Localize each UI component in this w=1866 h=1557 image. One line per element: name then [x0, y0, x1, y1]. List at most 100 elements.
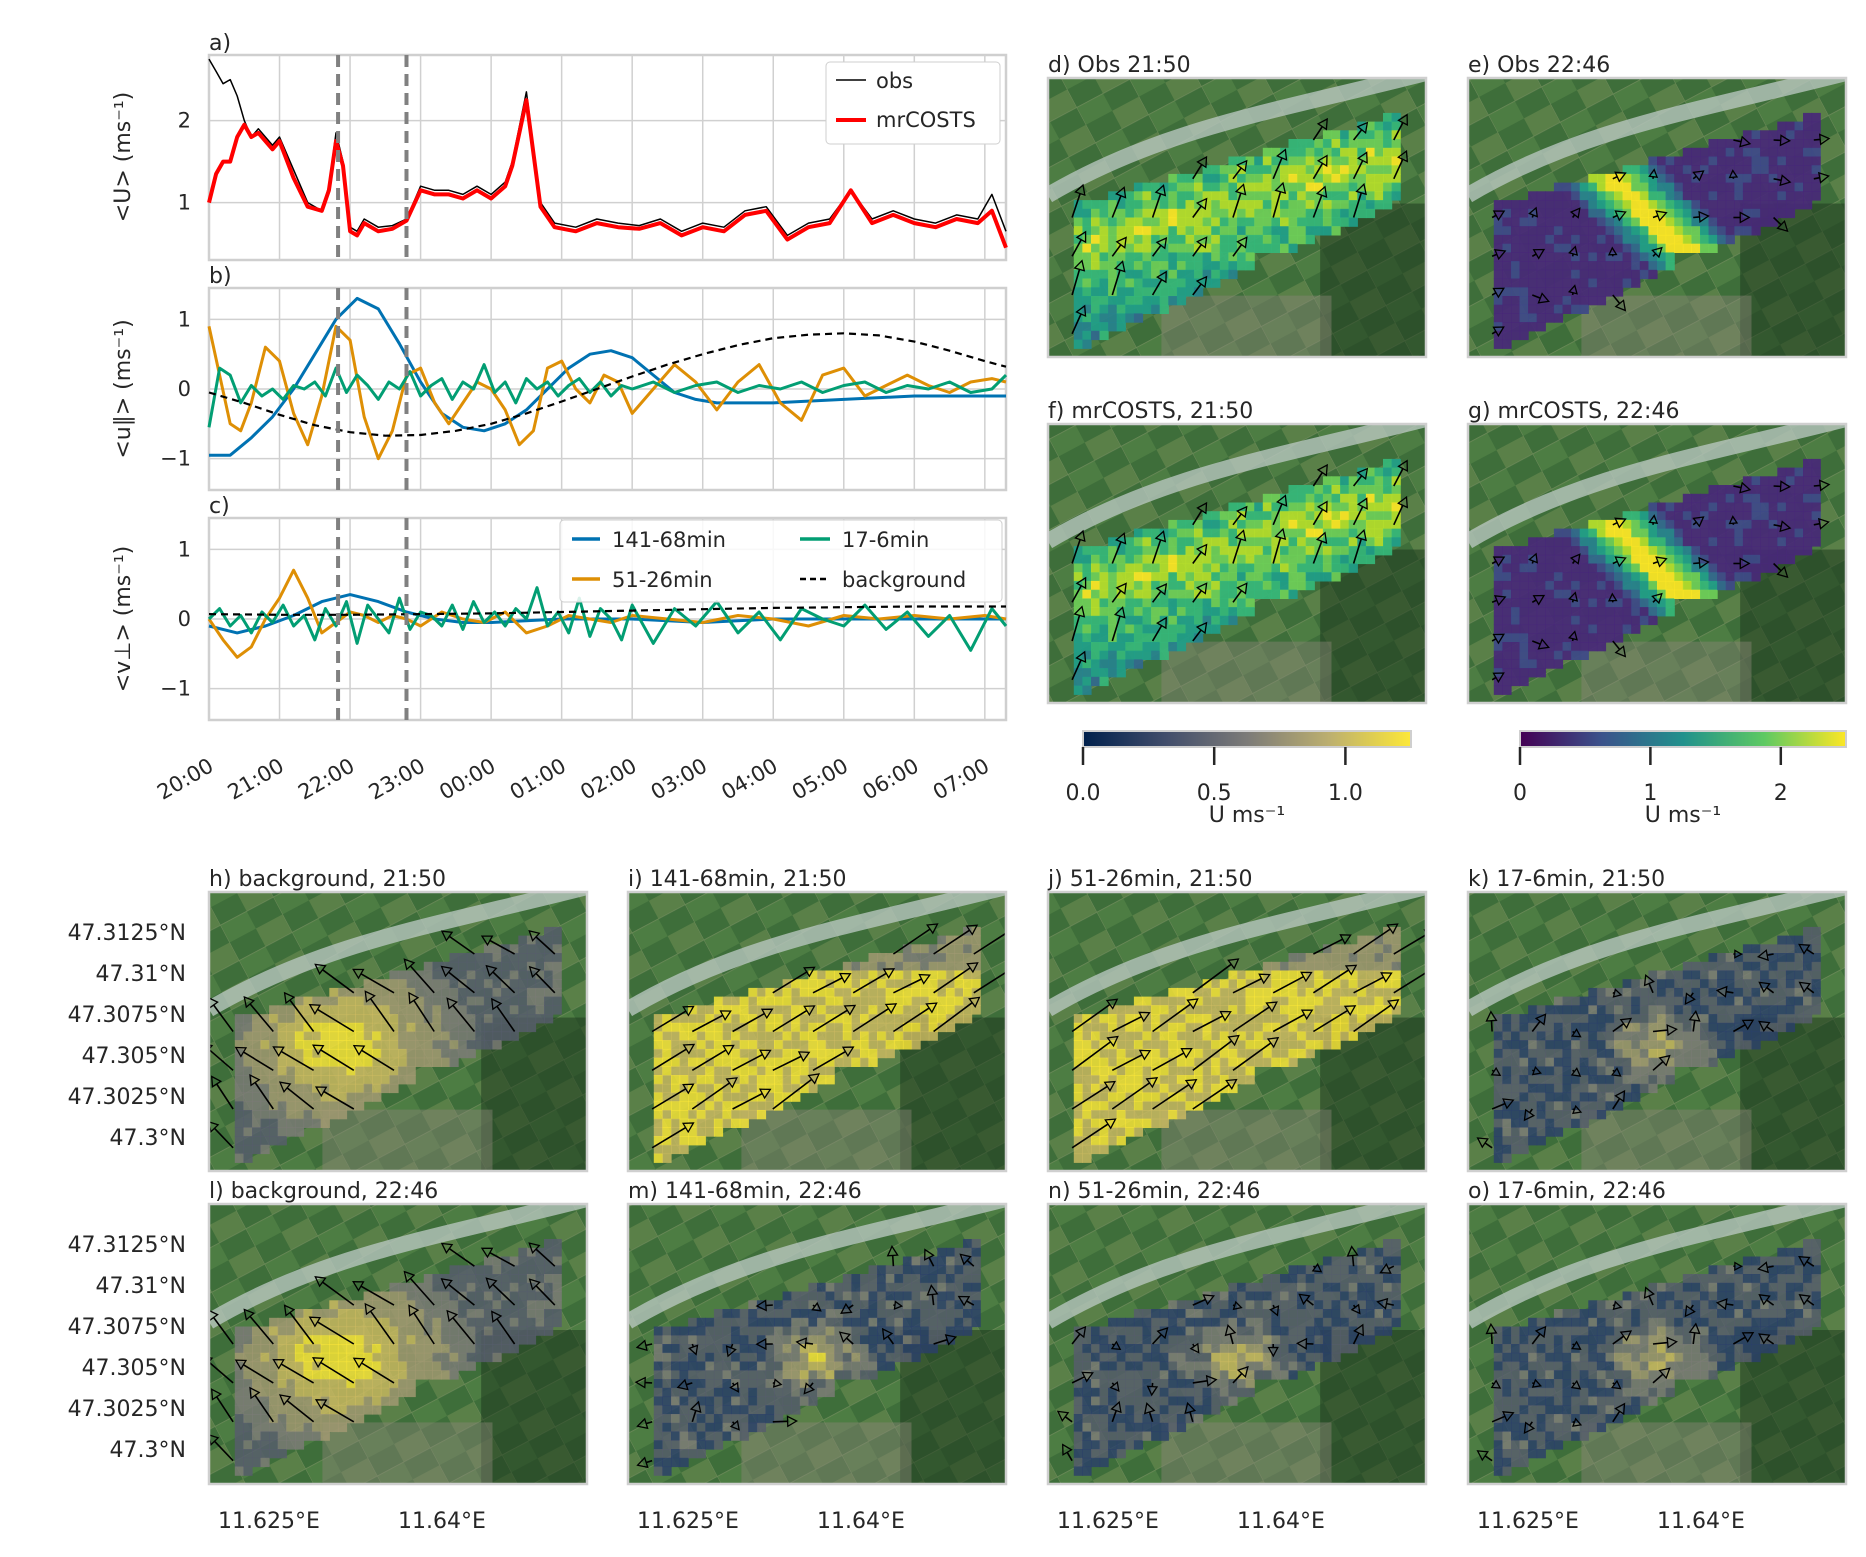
field-cell [799, 987, 809, 998]
field-cell [372, 987, 382, 998]
field-cell [1665, 217, 1675, 227]
field-cell [1493, 633, 1503, 643]
field-cell [808, 1022, 818, 1033]
field-cell [1151, 624, 1161, 634]
field-cell [346, 1344, 356, 1354]
field-cell [1674, 979, 1684, 989]
field-cell [1545, 1075, 1555, 1085]
field-cell [834, 1057, 844, 1067]
field-cell [860, 1005, 870, 1015]
field-cell [1073, 278, 1083, 288]
wind-vectors [1491, 133, 1831, 338]
field-cell [260, 1083, 270, 1094]
field-cell [1614, 261, 1624, 271]
series-51-26min [207, 324, 1007, 461]
field-cell [1194, 537, 1204, 547]
field-cell [1185, 572, 1195, 582]
field-cell [380, 1387, 390, 1398]
field-cell [1322, 554, 1333, 565]
field-cell [329, 1005, 339, 1015]
field-cell [1133, 287, 1144, 297]
wind-arrow-head [1276, 148, 1288, 161]
field-cell [1691, 1022, 1701, 1033]
field-cell [1631, 987, 1641, 998]
field-cell [1228, 269, 1238, 280]
field-cell [1288, 200, 1298, 210]
field-cell [1596, 537, 1607, 547]
field-cell [1811, 996, 1821, 1006]
field-cell [825, 1031, 835, 1041]
field-cell [1073, 624, 1083, 634]
field-cell [1682, 961, 1692, 972]
field-cell [1553, 1127, 1564, 1137]
field-cell [1605, 191, 1615, 201]
wind-arrow-shaft [535, 936, 556, 955]
field-cell [1571, 1118, 1581, 1128]
field-cell [1073, 1101, 1083, 1111]
wind-arrow-shaft [651, 1010, 687, 1033]
field-cell [1194, 1057, 1204, 1067]
field-cell [1553, 296, 1564, 306]
field-cell [1777, 961, 1787, 972]
field-cell [1665, 572, 1675, 582]
field-cell [782, 1022, 792, 1033]
field-cell [1639, 191, 1649, 201]
field-cell [320, 1379, 330, 1389]
field-cell [653, 1066, 663, 1076]
field-cell [1073, 234, 1083, 245]
field-cell [294, 1040, 305, 1050]
field-cell [1305, 147, 1315, 158]
field-cell [1133, 642, 1144, 652]
field-cell [449, 979, 459, 989]
field-cell [252, 1092, 262, 1102]
field-cell [303, 1361, 313, 1371]
field-cell [1571, 269, 1581, 280]
field-cell [312, 996, 322, 1006]
field-cell [1245, 572, 1255, 582]
field-cell [1211, 572, 1221, 582]
field-cell [1151, 217, 1161, 227]
field-cell [1725, 572, 1735, 582]
field-cell [1768, 944, 1778, 954]
field-cell [1125, 1014, 1135, 1024]
field-cell [774, 1075, 784, 1085]
field-cell [1185, 1040, 1195, 1050]
field-cell [1657, 1005, 1667, 1015]
wind-arrow-head [1528, 552, 1538, 564]
field-cell [653, 1048, 663, 1059]
field-cell [765, 1048, 775, 1059]
field-cell [1288, 243, 1298, 253]
field-cell [1340, 953, 1350, 963]
field-cell [1151, 580, 1161, 591]
field-cell [1331, 1031, 1341, 1041]
field-cell [1674, 580, 1684, 591]
field-cell [1639, 554, 1649, 565]
field-cell [1133, 269, 1144, 280]
field-cell [1528, 1057, 1538, 1067]
field-cell [1614, 252, 1624, 262]
field-cell [1717, 182, 1727, 192]
field-cell [1082, 598, 1092, 608]
field-cell [1785, 165, 1796, 175]
wind-arrow-shaft [1652, 214, 1659, 219]
wind-arrow-head [1196, 155, 1208, 169]
field-cell [1262, 589, 1272, 599]
field-cell [765, 1075, 775, 1085]
field-cell [1708, 563, 1718, 573]
field-cell [320, 1118, 330, 1128]
field-cell [1365, 139, 1376, 149]
field-cell [1159, 1057, 1169, 1067]
wind-arrow-head [1643, 973, 1655, 987]
field-cell [1553, 1110, 1564, 1120]
field-cell [1219, 200, 1229, 210]
field-cell [1091, 243, 1101, 253]
field-cell [825, 1075, 835, 1085]
field-cell [868, 961, 878, 972]
field-cell [252, 1422, 262, 1433]
field-cell [1639, 1005, 1649, 1015]
field-cell [1271, 537, 1281, 547]
field-cell [1142, 633, 1152, 643]
field-cell [1622, 554, 1632, 565]
field-cell [1168, 252, 1178, 262]
field-cell [1133, 589, 1144, 599]
